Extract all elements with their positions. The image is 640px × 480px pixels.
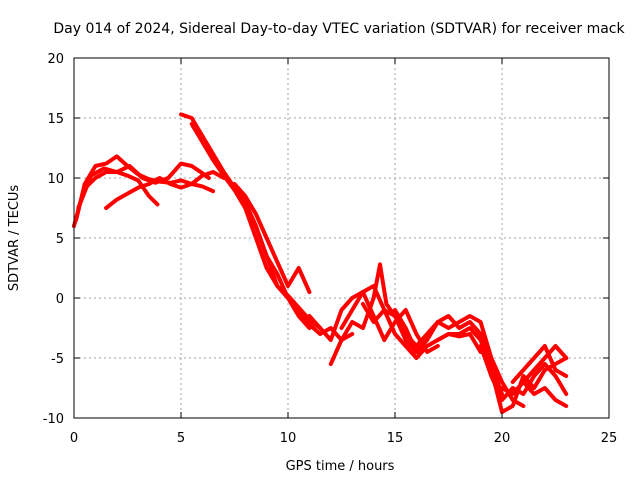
x-tick-label: 15 xyxy=(387,431,404,446)
series-line-arc-12 xyxy=(360,302,483,360)
y-tick-label: 5 xyxy=(56,232,64,247)
series-line-arc-3 xyxy=(76,161,211,210)
x-tick-label: 0 xyxy=(70,431,78,446)
y-tick-label: 0 xyxy=(56,292,64,307)
x-tick-label: 20 xyxy=(494,431,511,446)
grid-lines xyxy=(74,58,609,418)
series-line-arc-16 xyxy=(478,344,569,402)
series-line-arc-7 xyxy=(232,182,312,294)
series-line-arc-13 xyxy=(393,308,504,396)
axis-ticks: 0 5 10 15 20 25 -10 -5 0 5 10 15 20 xyxy=(43,52,618,446)
y-tick-label: 15 xyxy=(47,112,64,127)
y-tick-label: 20 xyxy=(47,52,64,67)
y-tick-label: 10 xyxy=(47,172,64,187)
x-axis-label: GPS time / hours xyxy=(286,459,395,474)
x-tick-label: 5 xyxy=(177,431,185,446)
x-tick-label: 25 xyxy=(601,431,618,446)
series-group xyxy=(72,112,569,414)
y-tick-label: -10 xyxy=(43,412,64,427)
y-axis-label: SDTVAR / TECUs xyxy=(7,185,22,292)
series-line-arc-17 xyxy=(500,380,569,408)
x-tick-label: 10 xyxy=(280,431,297,446)
series-line-arc-18 xyxy=(510,344,569,384)
series-line-arc-10 xyxy=(328,262,419,366)
chart-title: Day 014 of 2024, Sidereal Day-to-day VTE… xyxy=(53,21,625,37)
series-line-arc-19 xyxy=(521,344,569,384)
y-tick-label: -5 xyxy=(51,352,64,367)
series-line-arc-4 xyxy=(104,170,226,210)
